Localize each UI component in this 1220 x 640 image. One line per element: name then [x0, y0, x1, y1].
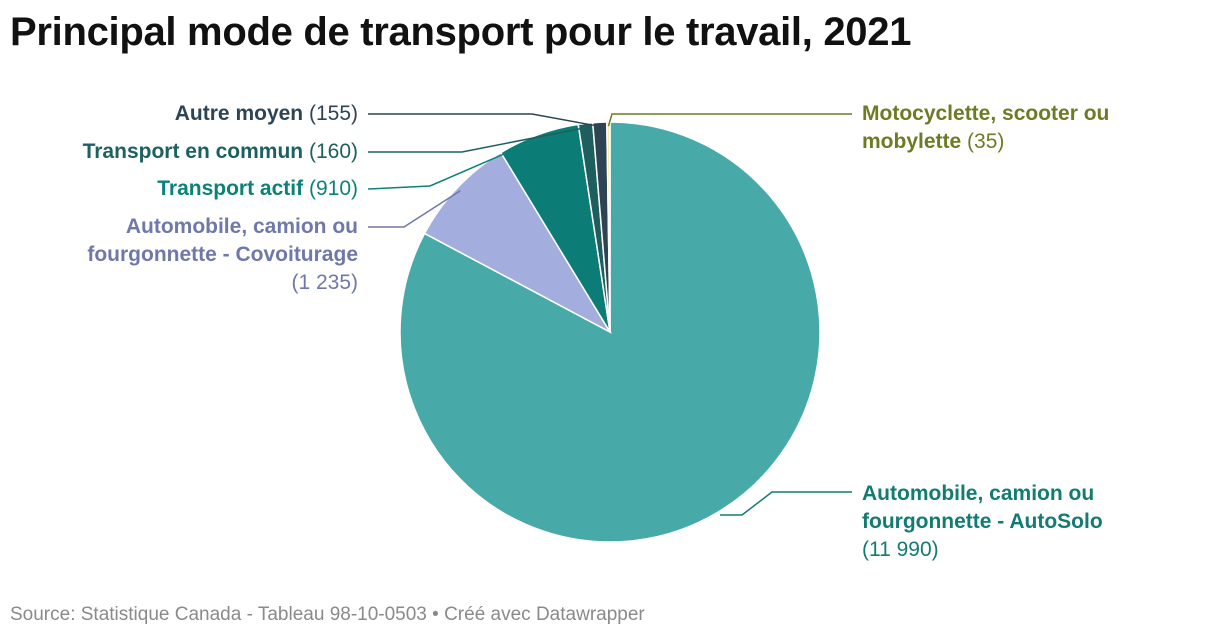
label-name: Motocyclette, scooter ou mobylette — [862, 102, 1110, 153]
label-autosolo: Automobile, camion ou fourgonnette - Aut… — [862, 480, 1152, 564]
label-value: (35) — [967, 130, 1005, 153]
label-value: (155) — [308, 102, 358, 125]
label-motocyclette: Motocyclette, scooter ou mobylette (35) — [862, 100, 1152, 156]
label-value: (160) — [308, 140, 358, 163]
label-name: Transport actif — [157, 177, 304, 200]
leader-line — [367, 137, 540, 190]
leader-lines — [367, 113, 852, 516]
label-value: (910) — [308, 177, 358, 200]
label-transport-actif: Transport actif (910) — [157, 175, 358, 203]
label-name: Automobile, camion ou fourgonnette - Aut… — [862, 482, 1103, 533]
source-note: Source: Statistique Canada - Tableau 98-… — [10, 604, 645, 625]
leader-line — [607, 113, 852, 127]
label-name: Automobile, camion ou fourgonnette - Cov… — [87, 215, 358, 266]
label-value: (11 990) — [862, 538, 939, 561]
leader-line — [368, 113, 601, 128]
label-covoiturage: Automobile, camion ou fourgonnette - Cov… — [28, 213, 358, 297]
label-value: (1 235) — [291, 271, 358, 294]
label-autre-moyen: Autre moyen (155) — [175, 100, 358, 128]
chart-title: Principal mode de transport pour le trav… — [10, 10, 912, 54]
pie-slice — [423, 151, 613, 334]
leader-line — [368, 126, 587, 153]
leader-line — [368, 190, 461, 228]
label-name: Transport en commun — [82, 140, 304, 163]
label-name: Autre moyen — [174, 102, 304, 125]
label-transport-en-commun: Transport en commun (160) — [83, 138, 358, 166]
leader-line — [720, 491, 852, 516]
pie-slices — [399, 121, 821, 543]
